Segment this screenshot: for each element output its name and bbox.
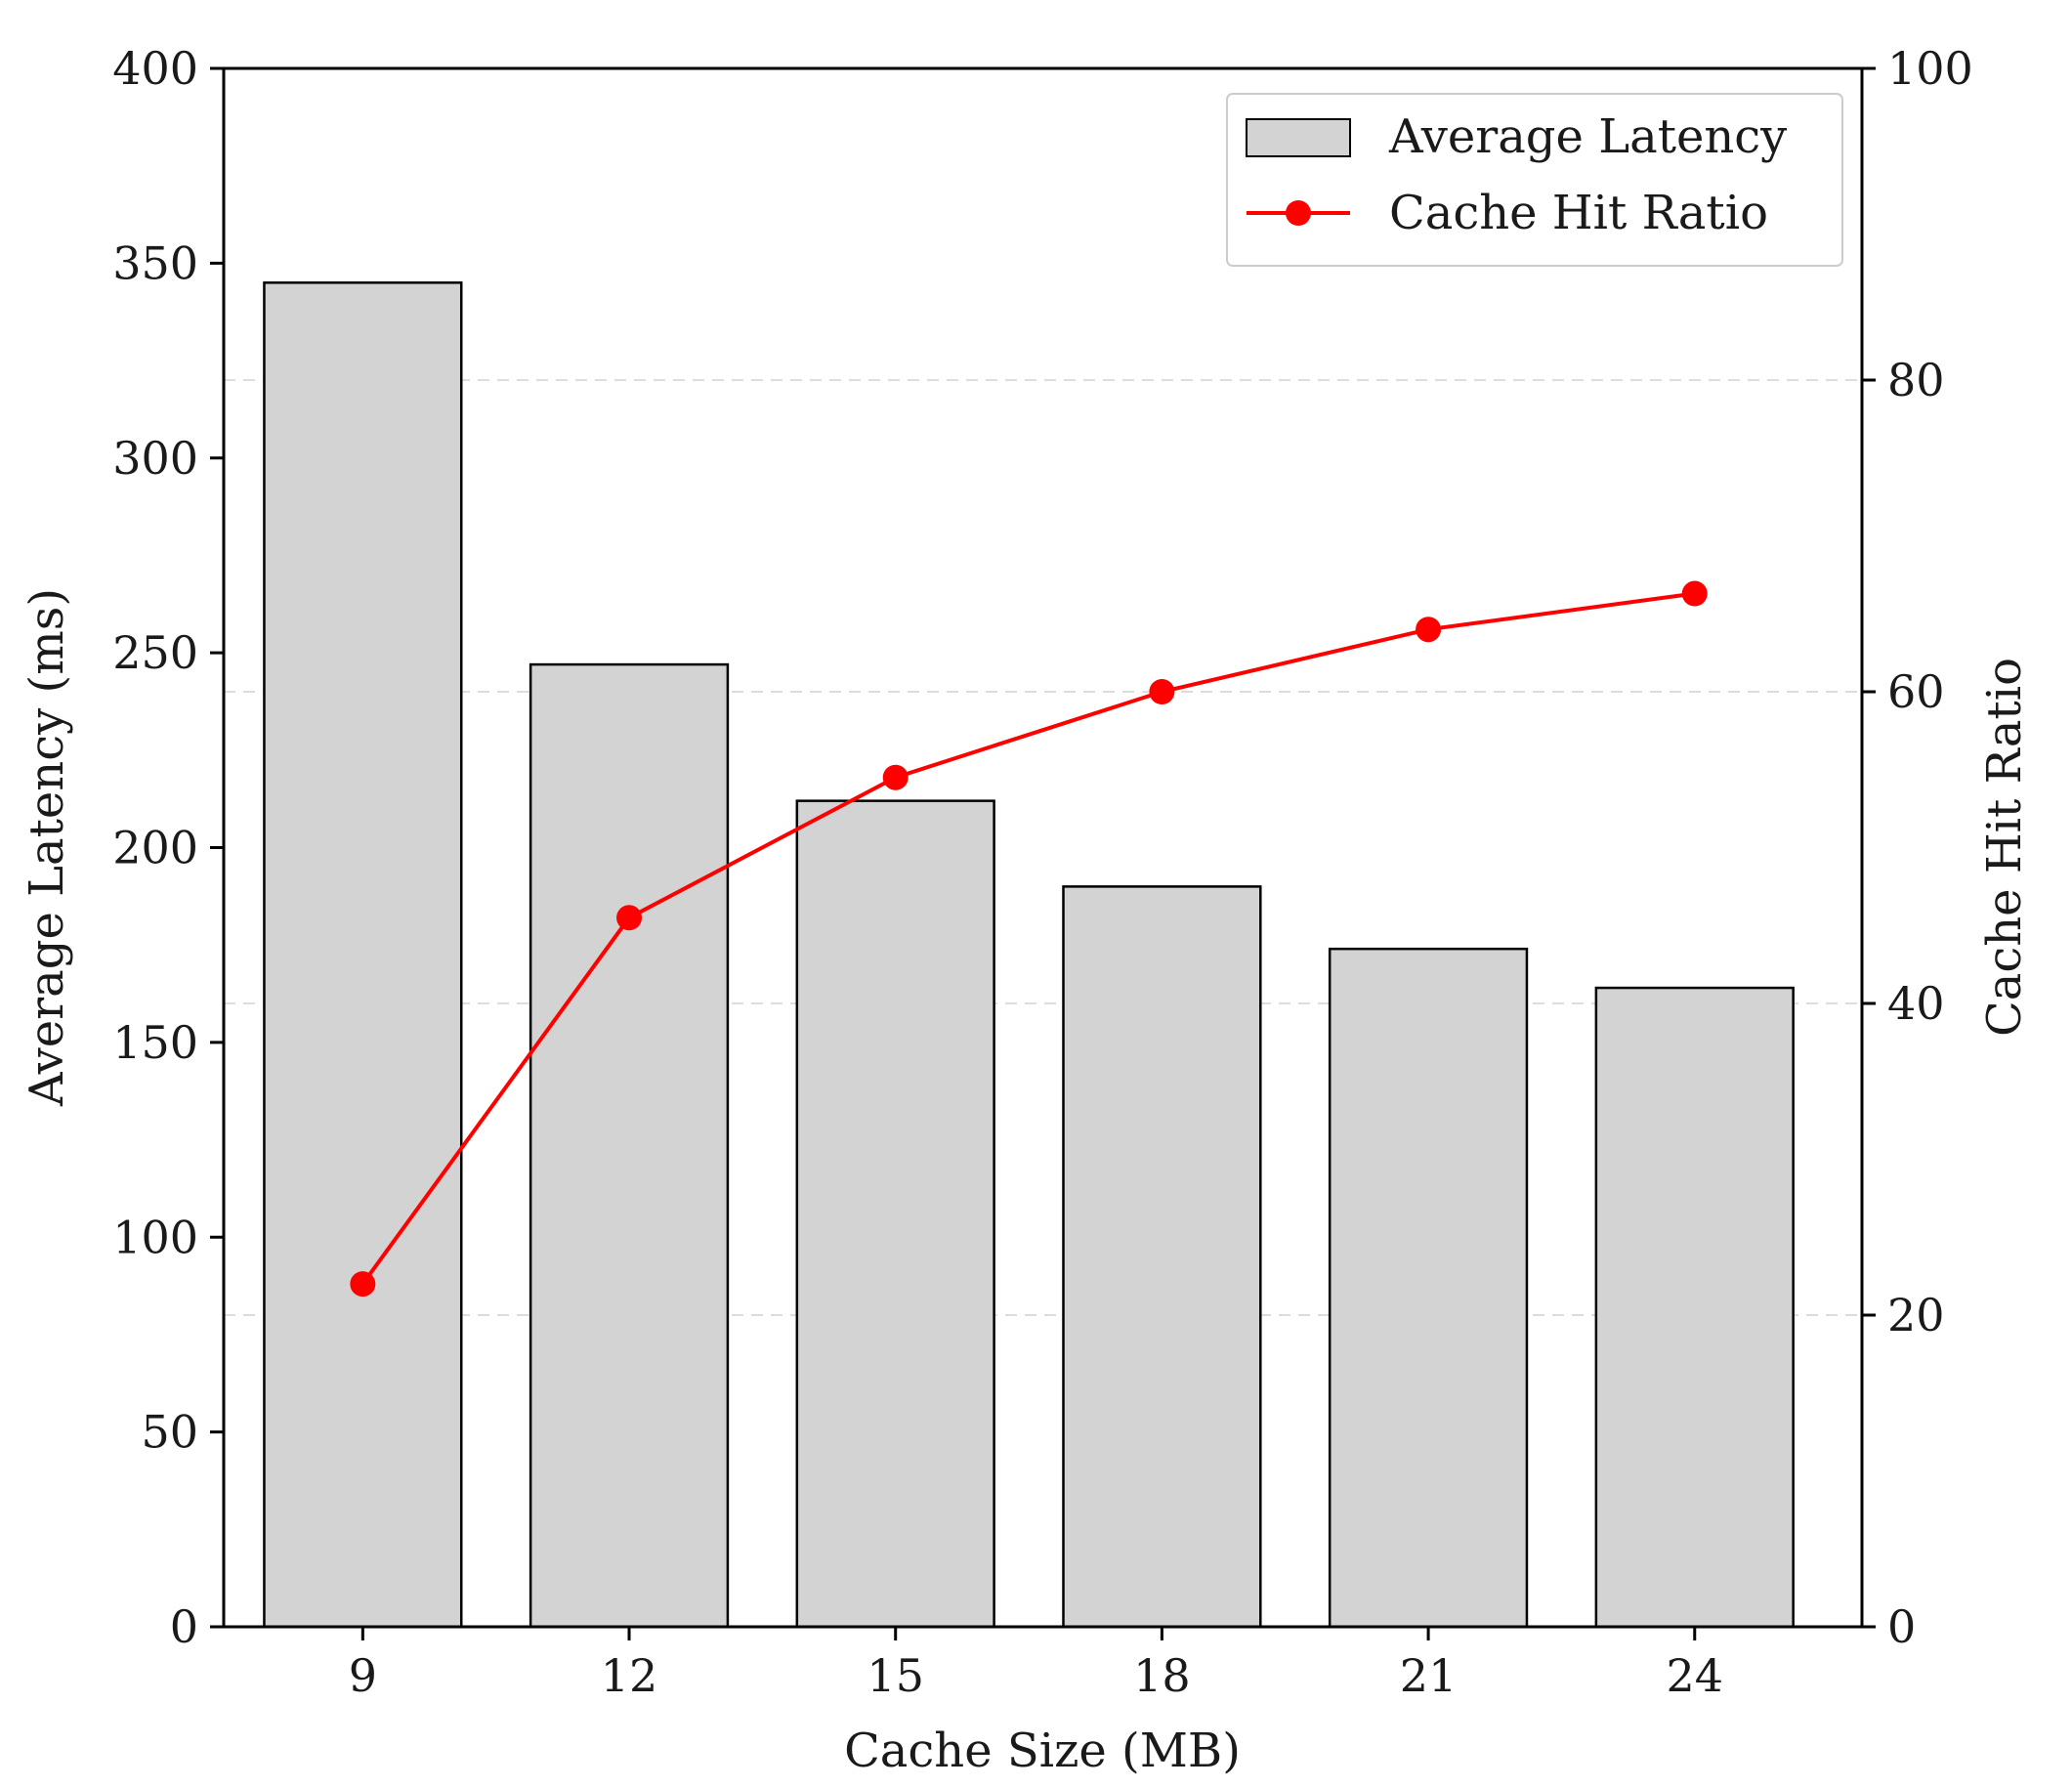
line-series: [350, 580, 1708, 1298]
y-tick-label-100: 100: [112, 1211, 198, 1263]
hit-ratio-point-12: [616, 905, 643, 931]
bar-21: [1328, 947, 1529, 1629]
legend: Average Latency Cache Hit Ratio: [1226, 93, 1843, 267]
y-tick-label-150: 150: [112, 1016, 198, 1069]
y-tick-label-300: 300: [112, 432, 198, 485]
x-tick-label-21: 21: [1400, 1649, 1458, 1702]
x-tick-label-12: 12: [601, 1649, 658, 1702]
y-tick-label-400: 400: [112, 42, 198, 95]
x-axis-title: Cache Size (MB): [844, 1724, 1241, 1778]
x-tick-label-18: 18: [1133, 1649, 1191, 1702]
bar-9: [263, 281, 463, 1629]
x-tick-label-15: 15: [867, 1649, 924, 1702]
y-tick-label-350: 350: [112, 236, 198, 289]
y2-axis-title: Cache Hit Ratio: [1977, 658, 2032, 1037]
y2-tick-label-40: 40: [1887, 977, 1945, 1030]
y-tick-label-50: 50: [141, 1406, 198, 1459]
legend-swatch-average-latency: [1246, 118, 1351, 157]
tick-marks: [210, 66, 1876, 1640]
y2-tick-label-80: 80: [1887, 354, 1945, 406]
bars: [263, 281, 1795, 1629]
y-axis-title: Average Latency (ms): [20, 588, 74, 1107]
hit-ratio-point-18: [1149, 679, 1175, 704]
y2-tick-label-0: 0: [1887, 1600, 1916, 1653]
x-tick-label-9: 9: [349, 1649, 377, 1702]
y2-tick-label-20: 20: [1887, 1289, 1945, 1341]
x-tick-label-24: 24: [1666, 1649, 1723, 1702]
y-tick-label-250: 250: [112, 626, 198, 679]
legend-label-average-latency: Average Latency: [1388, 109, 1787, 164]
y-tick-label-0: 0: [170, 1600, 198, 1653]
legend-label-cache-hit-ratio: Cache Hit Ratio: [1389, 186, 1768, 240]
bar-12: [529, 662, 730, 1629]
tick-labels: 0 50 100 150 200 250 300 350 400 0 20 40 60 80 100 9 12 1…: [112, 42, 1973, 1702]
bar-15: [795, 799, 995, 1629]
hit-ratio-point-21: [1416, 617, 1442, 643]
legend-swatch-marker: [1286, 200, 1311, 226]
bar-18: [1062, 885, 1262, 1629]
hit-ratio-line: [360, 591, 1696, 1286]
legend-box: [1226, 93, 1843, 267]
hit-ratio-point-9: [350, 1271, 376, 1298]
bar-24: [1594, 986, 1795, 1629]
y-tick-label-200: 200: [112, 822, 198, 874]
y2-tick-label-60: 60: [1887, 665, 1945, 718]
hit-ratio-point-24: [1681, 580, 1708, 607]
hit-ratio-point-15: [882, 764, 909, 790]
y2-tick-label-100: 100: [1887, 42, 1973, 95]
